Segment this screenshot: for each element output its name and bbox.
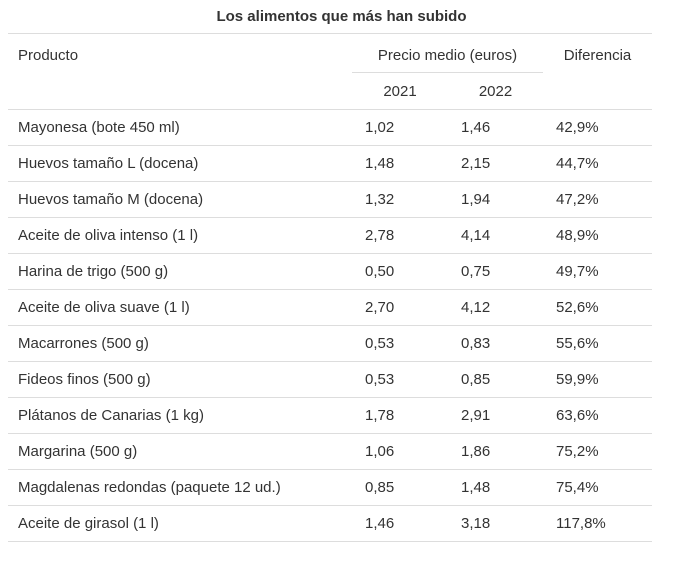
product-cell: Aceite de girasol (1 l) <box>8 505 352 542</box>
price-2022-cell: 3,18 <box>448 505 543 542</box>
product-cell: Magdalenas redondas (paquete 12 ud.) <box>8 469 352 506</box>
product-cell: Huevos tamaño L (docena) <box>8 145 352 182</box>
column-header-2022: 2022 <box>448 72 543 110</box>
price-2021-cell: 1,32 <box>352 181 448 218</box>
table-row: Fideos finos (500 g) 0,53 0,85 59,9% <box>8 361 652 398</box>
difference-cell: 42,9% <box>543 109 652 146</box>
header-row-top: Producto Precio medio (euros) Diferencia <box>8 33 652 110</box>
product-cell: Macarrones (500 g) <box>8 325 352 362</box>
product-cell: Aceite de oliva suave (1 l) <box>8 289 352 326</box>
page-title: Los alimentos que más han subido <box>216 8 467 25</box>
price-2022-cell: 4,14 <box>448 217 543 254</box>
difference-cell: 117,8% <box>543 505 652 542</box>
price-table: Producto Precio medio (euros) Diferencia… <box>8 33 652 542</box>
product-cell: Margarina (500 g) <box>8 433 352 470</box>
table-row: Plátanos de Canarias (1 kg) 1,78 2,91 63… <box>8 397 652 434</box>
table-row: Aceite de oliva suave (1 l) 2,70 4,12 52… <box>8 289 652 326</box>
difference-cell: 63,6% <box>543 397 652 434</box>
price-2021-cell: 0,53 <box>352 325 448 362</box>
product-cell: Harina de trigo (500 g) <box>8 253 352 290</box>
price-2021-cell: 2,78 <box>352 217 448 254</box>
difference-cell: 52,6% <box>543 289 652 326</box>
price-2021-cell: 2,70 <box>352 289 448 326</box>
table-row: Aceite de girasol (1 l) 1,46 3,18 117,8% <box>8 505 652 542</box>
price-2021-cell: 0,50 <box>352 253 448 290</box>
price-2022-cell: 1,86 <box>448 433 543 470</box>
difference-cell: 75,4% <box>543 469 652 506</box>
price-2021-cell: 1,48 <box>352 145 448 182</box>
product-cell: Aceite de oliva intenso (1 l) <box>8 217 352 254</box>
table-row: Margarina (500 g) 1,06 1,86 75,2% <box>8 433 652 470</box>
header-row-years: 2021 2022 <box>8 72 652 110</box>
price-2021-cell: 1,46 <box>352 505 448 542</box>
table-header: Producto Precio medio (euros) Diferencia… <box>8 33 652 110</box>
price-2022-cell: 1,94 <box>448 181 543 218</box>
price-2021-cell: 1,78 <box>352 397 448 434</box>
price-2022-cell: 1,48 <box>448 469 543 506</box>
product-cell: Plátanos de Canarias (1 kg) <box>8 397 352 434</box>
product-cell: Huevos tamaño M (docena) <box>8 181 352 218</box>
price-2022-cell: 2,91 <box>448 397 543 434</box>
column-header-diferencia: Diferencia <box>543 33 652 110</box>
difference-cell: 48,9% <box>543 217 652 254</box>
price-2022-cell: 0,85 <box>448 361 543 398</box>
product-cell: Mayonesa (bote 450 ml) <box>8 109 352 146</box>
table-row: Mayonesa (bote 450 ml) 1,02 1,46 42,9% <box>8 109 652 146</box>
column-header-2021: 2021 <box>352 72 448 110</box>
price-2022-cell: 1,46 <box>448 109 543 146</box>
price-2022-cell: 0,75 <box>448 253 543 290</box>
difference-cell: 49,7% <box>543 253 652 290</box>
column-header-producto: Producto <box>8 33 352 110</box>
table-row: Harina de trigo (500 g) 0,50 0,75 49,7% <box>8 253 652 290</box>
difference-cell: 75,2% <box>543 433 652 470</box>
price-2021-cell: 0,85 <box>352 469 448 506</box>
difference-cell: 55,6% <box>543 325 652 362</box>
product-cell: Fideos finos (500 g) <box>8 361 352 398</box>
table-row: Huevos tamaño L (docena) 1,48 2,15 44,7% <box>8 145 652 182</box>
price-2021-cell: 0,53 <box>352 361 448 398</box>
table-row: Huevos tamaño M (docena) 1,32 1,94 47,2% <box>8 181 652 218</box>
price-2021-cell: 1,06 <box>352 433 448 470</box>
table-body: Mayonesa (bote 450 ml) 1,02 1,46 42,9% H… <box>8 109 652 542</box>
price-2022-cell: 0,83 <box>448 325 543 362</box>
difference-cell: 47,2% <box>543 181 652 218</box>
column-group-header-precio-medio: Precio medio (euros) <box>352 33 543 73</box>
difference-cell: 44,7% <box>543 145 652 182</box>
price-2022-cell: 4,12 <box>448 289 543 326</box>
table-row: Macarrones (500 g) 0,53 0,83 55,6% <box>8 325 652 362</box>
table-row: Aceite de oliva intenso (1 l) 2,78 4,14 … <box>8 217 652 254</box>
price-2021-cell: 1,02 <box>352 109 448 146</box>
price-2022-cell: 2,15 <box>448 145 543 182</box>
difference-cell: 59,9% <box>543 361 652 398</box>
table-row: Magdalenas redondas (paquete 12 ud.) 0,8… <box>8 469 652 506</box>
